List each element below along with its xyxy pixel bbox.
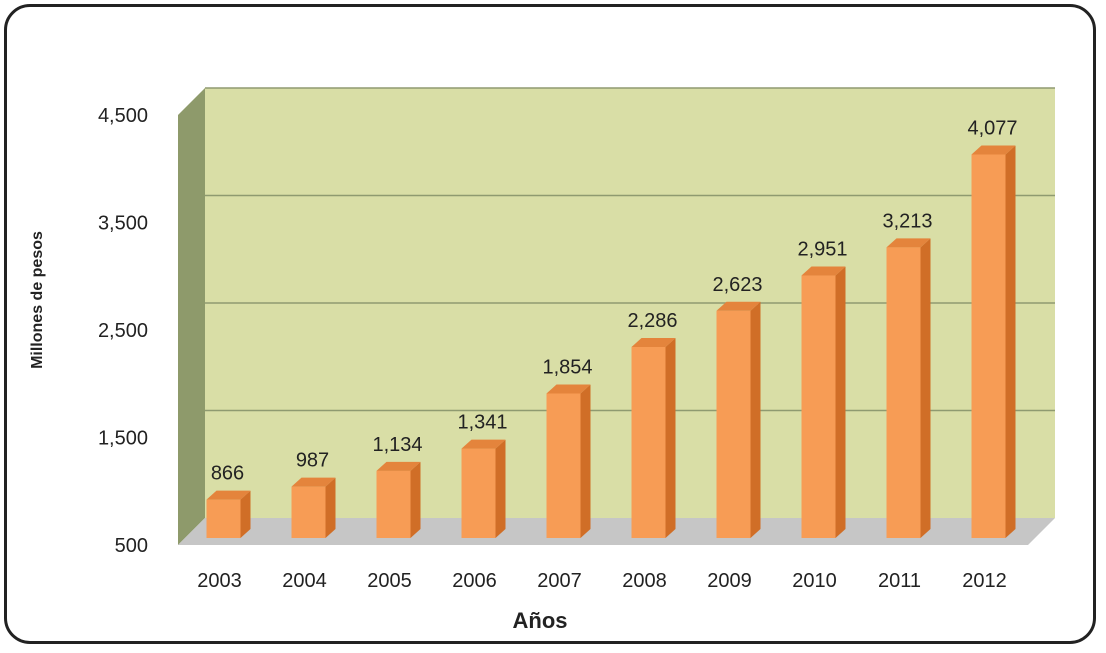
x-tick-label: 2011 [878, 570, 921, 592]
bar-front [801, 275, 836, 538]
bar-top [461, 439, 506, 449]
bar-top [376, 461, 421, 471]
bar-top [971, 145, 1016, 155]
bar-side [920, 238, 931, 539]
bar-front [631, 347, 666, 538]
bar-front [546, 393, 581, 538]
bar-side [1005, 145, 1016, 538]
data-label: 866 [211, 463, 244, 485]
bar-top [801, 266, 846, 276]
bar-top [291, 477, 336, 487]
bar-front [461, 448, 496, 538]
x-tick-label: 2010 [792, 570, 837, 592]
bar-2005 [376, 461, 421, 538]
bar-2011 [886, 238, 931, 539]
bar-top [716, 301, 761, 311]
x-tick-label: 2004 [282, 570, 327, 592]
bar-2010 [801, 266, 846, 538]
bar-front [716, 310, 751, 538]
data-label: 2,623 [712, 274, 762, 296]
bar-2012 [971, 145, 1016, 538]
bar-2008 [631, 338, 676, 538]
bars: 866 987 1,134 1,341 1,854 2,286 2,623 2,951 3,21… [206, 117, 1018, 539]
y-axis-label: Millones de pesos [29, 231, 46, 369]
bar-side [495, 439, 506, 538]
bar-side [750, 301, 761, 538]
bar-side [240, 490, 251, 538]
data-label: 4,077 [967, 117, 1017, 139]
data-label: 1,854 [542, 356, 592, 378]
data-label: 1,341 [457, 412, 507, 434]
x-tick-label: 2005 [367, 570, 412, 592]
bar-side [665, 338, 676, 538]
bar-2004 [291, 477, 336, 538]
bar-top [546, 384, 591, 394]
y-tick-label: 500 [115, 535, 148, 557]
bar-front [206, 499, 241, 538]
x-tick-label: 2012 [962, 570, 1007, 592]
x-tick-label: 2007 [537, 570, 582, 592]
data-label: 2,286 [627, 310, 677, 332]
x-axis-ticks: 2003 2004 2005 2006 2007 2008 2009 2010 2011 2012 [197, 570, 1007, 592]
data-label: 2,951 [797, 239, 847, 261]
x-tick-label: 2008 [622, 570, 667, 592]
x-tick-label: 2006 [452, 570, 497, 592]
y-tick-label: 3,500 [98, 213, 148, 235]
bar-side [410, 461, 421, 538]
bar-top [206, 490, 251, 500]
data-label: 1,134 [372, 434, 422, 456]
bar-2009 [716, 301, 761, 538]
data-label: 3,213 [882, 210, 932, 232]
y-tick-label: 4,500 [98, 105, 148, 127]
bar-side [325, 477, 336, 538]
bar-front [971, 154, 1006, 538]
bar-front [291, 486, 326, 538]
x-tick-label: 2003 [197, 570, 242, 592]
bar-2003 [206, 490, 251, 538]
side-wall [178, 88, 205, 545]
y-tick-label: 2,500 [98, 320, 148, 342]
x-axis-label: Años [513, 608, 568, 633]
bar-top [631, 338, 676, 348]
bar-front [886, 247, 921, 539]
bar-top [886, 238, 931, 248]
data-label: 987 [296, 450, 329, 472]
y-axis-ticks: 500 1,500 2,500 3,500 4,500 [98, 105, 148, 557]
y-tick-label: 1,500 [98, 428, 148, 450]
x-tick-label: 2009 [707, 570, 752, 592]
bar-front [376, 470, 411, 538]
bar-side [580, 384, 591, 538]
bar-2006 [461, 439, 506, 538]
bar-side [835, 266, 846, 538]
bar-2007 [546, 384, 591, 538]
